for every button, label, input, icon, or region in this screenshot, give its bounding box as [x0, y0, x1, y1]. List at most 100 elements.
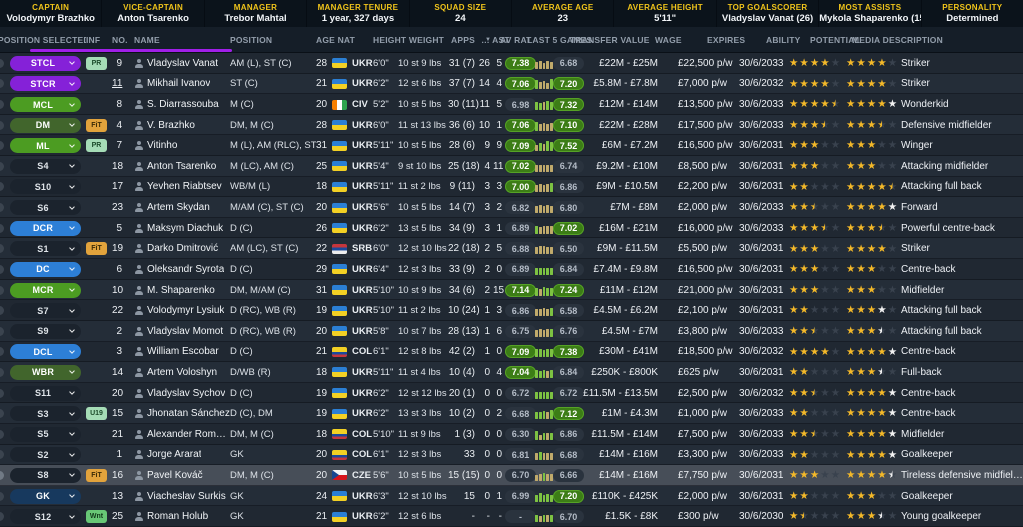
col-media-description[interactable]: MEDIA DESCRIPTION	[852, 34, 943, 45]
player-row[interactable]: STCL PR 9 Vladyslav Vanat AM (L), ST (C) 28 UK…	[0, 53, 1023, 74]
player-row[interactable]: ML PR 7 Vitinho M (L), AM (RLC), ST (C)31 UKR…	[0, 135, 1023, 157]
player-row[interactable]: S8 FiT 16 Pavel Kováč DM, M (C) 20 CZE 5'6" 10 s…	[0, 465, 1023, 486]
player-name-cell[interactable]: Oleksandr Syrota	[134, 264, 230, 275]
position-selected-badge[interactable]: MCL	[10, 97, 81, 113]
col-expires[interactable]: EXPIRES	[707, 34, 746, 45]
col-position-selected[interactable]: POSITION SELECTED	[0, 34, 86, 45]
col-position[interactable]: POSITION	[230, 34, 273, 45]
position-selected-badge[interactable]: WBR	[10, 364, 81, 380]
player-row[interactable]: DCR 5 Maksym Diachuk D (C) 26 UKR 6'2" 13 st 5 …	[0, 217, 1023, 239]
info-badge[interactable]: FiT	[86, 468, 107, 482]
col-transfer-value[interactable]: TRANSFER VALUE	[570, 34, 650, 45]
last-5-games-bars	[533, 223, 553, 234]
info-badge[interactable]: FiT	[86, 242, 107, 256]
col-inf[interactable]: INF	[86, 34, 101, 45]
position-selected-badge[interactable]: STCL	[10, 55, 81, 71]
player-name-cell[interactable]: Pavel Kováč	[134, 470, 230, 481]
position-selected-badge[interactable]: S11	[10, 385, 81, 401]
player-row[interactable]: DCL 3 William Escobar D (C) 21 COL 6'1" 12 st 8…	[0, 341, 1023, 363]
player-row[interactable]: S11 20 Vladyslav Sychov D (C) 19 UKR 6'2" 12 st…	[0, 382, 1023, 404]
player-name-cell[interactable]: Vladyslav Momot	[134, 326, 230, 337]
player-name-cell[interactable]: Jorge Ararat	[134, 449, 230, 460]
position-selected-badge[interactable]: S5	[10, 426, 81, 442]
position-selected-badge[interactable]: DCR	[10, 220, 81, 236]
player-name-cell[interactable]: Yevhen Riabtsev	[134, 181, 230, 192]
player-row[interactable]: S9 2 Vladyslav Momot D (RC), WB (R) 20 UKR 5'8…	[0, 320, 1023, 342]
player-row[interactable]: S7 22 Volodymyr Lysiuk D (RC), WB (R) 19 UKR 5…	[0, 300, 1023, 321]
position-selected-badge[interactable]: DC	[10, 261, 81, 277]
scrollbar-thumb[interactable]	[30, 49, 232, 52]
player-name-cell[interactable]: Vladyslav Sychov	[134, 388, 230, 399]
position-selected-badge[interactable]: MCR	[10, 282, 81, 298]
col-wage[interactable]: WAGE	[655, 34, 682, 45]
star-icon: ★	[820, 221, 830, 234]
position-selected-badge[interactable]: GK	[10, 488, 81, 504]
player-name-cell[interactable]: Anton Tsarenko	[134, 161, 230, 172]
player-row[interactable]: S4 18 Anton Tsarenko M (LC), AM (C) 25 UKR 5'4…	[0, 156, 1023, 177]
position-selected-badge[interactable]: S10	[10, 179, 81, 195]
player-row[interactable]: S10 17 Yevhen Riabtsev WB/M (L) 18 UKR 5'11" 11…	[0, 176, 1023, 198]
player-row[interactable]: DC 6 Oleksandr Syrota D (C) 29 UKR 6'4" 12 st 3…	[0, 259, 1023, 280]
position-selected-badge[interactable]: S1	[10, 241, 81, 257]
player-name-cell[interactable]: Vladyslav Vanat	[134, 58, 230, 69]
player-name-cell[interactable]: Vitinho	[134, 140, 230, 151]
position-selected-badge[interactable]: DCL	[10, 344, 81, 360]
position-selected-badge[interactable]: STCR	[10, 76, 81, 92]
player-name-cell[interactable]: Artem Skydan	[134, 202, 230, 213]
col-goals[interactable]: …	[481, 34, 490, 45]
media-description: Attacking full back	[901, 325, 982, 337]
info-badge[interactable]: PR	[86, 139, 107, 153]
player-row[interactable]: DM FiT 4 V. Brazhko DM, M (C) 28 UKR 6'0" 11 st …	[0, 114, 1023, 136]
star-icon: ★	[799, 57, 809, 70]
player-name-cell[interactable]: Darko Dmitrović	[134, 243, 230, 254]
player-name-cell[interactable]: Volodymyr Lysiuk	[134, 305, 230, 316]
col-height-weight[interactable]: HEIGHT WEIGHT	[373, 34, 445, 45]
player-name-cell[interactable]: William Escobar	[134, 346, 230, 357]
player-name-cell[interactable]: V. Brazhko	[134, 120, 230, 131]
player-row[interactable]: S2 1 Jorge Ararat GK 20 COL 6'1" 12 st 3 lbs 33 0…	[0, 444, 1023, 466]
player-name-cell[interactable]: M. Shaparenko	[134, 285, 230, 296]
position-selected-badge[interactable]: S4	[10, 158, 81, 174]
col-average-rating[interactable]: AV RAT	[500, 34, 532, 45]
potential-stars: ★ ★ ★ ★ ★	[844, 120, 901, 131]
position-selected-badge[interactable]: ML	[10, 138, 81, 154]
player-name-cell[interactable]: Viacheslav Surkis	[134, 491, 230, 502]
player-name-cell[interactable]: S. Diarrassouba	[134, 99, 230, 110]
position-selected-badge[interactable]: DM	[10, 117, 81, 133]
position-selected-badge[interactable]: S8	[10, 467, 81, 483]
player-row[interactable]: MCL 8 S. Diarrassouba M (C) 20 CIV 5'2" 10 st 5…	[0, 94, 1023, 115]
player-row[interactable]: STCR 11 Mikhail Ivanov ST (C) 21 UKR 6'2" 12 st…	[0, 73, 1023, 95]
col-apps[interactable]: APPS	[451, 34, 475, 45]
col-no[interactable]: NO.	[112, 34, 128, 45]
col-ability[interactable]: ABILITY	[766, 34, 801, 45]
position-selected-badge[interactable]: S3	[10, 406, 81, 422]
position-selected-badge[interactable]: S9	[10, 323, 81, 339]
player-row[interactable]: S5 21 Alexander Romero DM, M (C) 18 COL 5'10" 1…	[0, 423, 1023, 445]
player-row[interactable]: S6 23 Artem Skydan M/AM (C), ST (C) 20 UKR 5'6…	[0, 197, 1023, 218]
position-selected-badge[interactable]: S7	[10, 303, 81, 319]
info-badge[interactable]: PR	[86, 56, 107, 70]
player-name-cell[interactable]: Maksym Diachuk	[134, 223, 230, 234]
player-row[interactable]: MCR 10 M. Shaparenko DM, M/AM (C) 31 UKR 5'10"…	[0, 279, 1023, 301]
player-row[interactable]: WBR 14 Artem Voloshyn D/WB (R) 18 UKR 5'11" 11 …	[0, 362, 1023, 383]
player-row[interactable]: S12 Wnt 25 Roman Holub GK 21 UKR 6'2" 12 st 6 lb…	[0, 506, 1023, 527]
position-selected-badge[interactable]: S6	[10, 200, 81, 216]
player-name-cell[interactable]: Artem Voloshyn	[134, 367, 230, 378]
player-name-cell[interactable]: Mikhail Ivanov	[134, 78, 230, 89]
player-name-cell[interactable]: Alexander Romero	[134, 429, 230, 440]
player-row[interactable]: GK 13 Viacheslav Surkis GK 24 UKR 6'3" 12 st 10…	[0, 485, 1023, 507]
player-name-cell[interactable]: Roman Holub	[134, 511, 230, 522]
info-badge[interactable]: FiT	[86, 118, 107, 132]
col-potential[interactable]: POTENTIAL	[810, 34, 860, 45]
player-row[interactable]: S1 FiT 19 Darko Dmitrović AM (LC), ST (C) 22 S…	[0, 238, 1023, 260]
col-assists[interactable]: ▼ AST	[485, 35, 510, 45]
col-name[interactable]: NAME	[134, 34, 160, 45]
position-selected-badge[interactable]: S12	[10, 509, 81, 525]
info-badge[interactable]: Wnt	[86, 510, 107, 524]
info-badge[interactable]: U19	[86, 407, 107, 421]
player-row[interactable]: S3 U19 15 Jhonatan Sánchez D (C), DM 19 UKR 6'2…	[0, 403, 1023, 424]
player-name-cell[interactable]: Jhonatan Sánchez	[134, 408, 230, 419]
col-age-nat[interactable]: AGE NAT	[316, 34, 356, 45]
position-selected-badge[interactable]: S2	[10, 447, 81, 463]
col-last-5-games[interactable]: LAST 5 GAMES	[527, 34, 593, 45]
